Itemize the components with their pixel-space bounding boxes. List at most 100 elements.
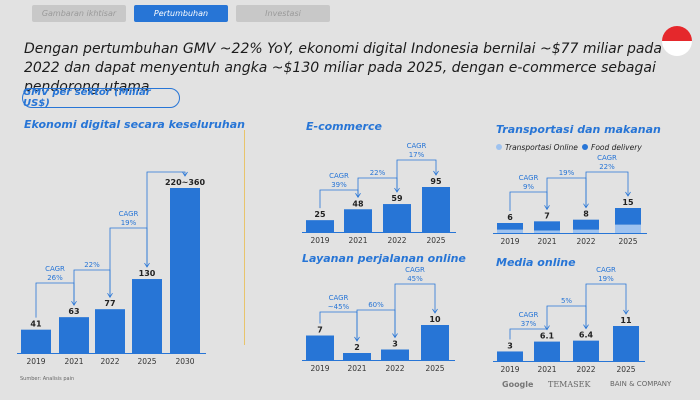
chart2-cagr-arrow-2 [433, 170, 439, 176]
chart3-cagr-label-1: 19% [559, 169, 575, 177]
chart2-title: E-commerce [306, 120, 382, 133]
headline: Dengan pertumbuhan GMV ~22% YoY, ekonomi… [24, 41, 662, 95]
chart1-cagr-arrow-1 [107, 292, 113, 298]
chart3-bar-food-delivery-2025 [615, 208, 641, 225]
chart1-title: Ekonomi digital secara keseluruhan [24, 118, 245, 131]
source-note: Sumber: Analisis pain [20, 376, 75, 382]
chart4-value-label-2022: 3 [392, 340, 398, 349]
chart4-value-label-2025: 10 [429, 315, 441, 324]
chart2-tick-2022: 2022 [387, 236, 406, 245]
chart4-cagr-value-2: 45% [407, 275, 423, 283]
chart1-value-label-2025: 130 [139, 269, 156, 278]
chart1-tick-2022: 2022 [100, 357, 119, 366]
chart3-cagr-label-2: CAGR [597, 154, 617, 162]
chart1-cagr-bracket-3 [146, 171, 186, 268]
chart2-bar-2019 [306, 220, 334, 232]
indonesia-flag-icon [662, 26, 692, 56]
chart1-tick-2030: 2030 [175, 357, 194, 366]
chart1-cagr-value-0: 26% [47, 274, 63, 282]
chart5-tick-2021: 2021 [537, 365, 556, 374]
chart4-tick-2025: 2025 [425, 364, 444, 373]
chart5-bar-2021 [534, 341, 560, 361]
chart1-cagr-label-2: CAGR [119, 210, 139, 218]
chart1-value-label-2019: 41 [30, 320, 42, 329]
chart4-bar-2022 [381, 349, 409, 360]
chart4-cagr-label-2: CAGR [405, 266, 425, 274]
chart3-cagr-arrow-1 [583, 203, 589, 209]
chart3-value-label-2022: 8 [583, 210, 589, 219]
chart3-cagr-value-2: 22% [599, 163, 615, 171]
chart4-cagr-label-1: 60% [368, 301, 384, 309]
chart2-cagr-value-2: 17% [409, 151, 425, 159]
chart4-tick-2022: 2022 [385, 364, 404, 373]
chart4-cagr-bracket-2 [394, 283, 436, 338]
chart2-tick-2019: 2019 [310, 236, 329, 245]
chart3-tick-2022: 2022 [576, 237, 595, 246]
chart1-bar-2021 [59, 317, 89, 353]
chart5-cagr-label-0: CAGR [519, 311, 539, 319]
chart2-tick-2021: 2021 [348, 236, 367, 245]
bain-logo: BAIN & COMPANY [610, 380, 672, 388]
chart3-value-label-2025: 15 [622, 198, 634, 207]
chart4-tick-2019: 2019 [310, 364, 329, 373]
chart2-value-label-2022: 59 [391, 194, 403, 203]
temasek-logo: TEMASEK [548, 380, 591, 389]
chart3-tick-2025: 2025 [618, 237, 637, 246]
chart5-cagr-label-2: CAGR [596, 266, 616, 274]
chart3-legend-marker-1 [582, 144, 588, 150]
chart3-legend-label-1: Food delivery [591, 143, 642, 152]
chart4-cagr-label-0: CAGR [329, 294, 349, 302]
divider [244, 130, 245, 345]
chart5-cagr-label-1: 5% [561, 297, 572, 305]
chart2-tick-2025: 2025 [426, 236, 445, 245]
chart2-value-label-2019: 25 [314, 210, 326, 219]
chart5-cagr-value-2: 19% [598, 275, 614, 283]
chart4-tick-2021: 2021 [347, 364, 366, 373]
chart5-bar-2019 [497, 351, 523, 361]
chart2-cagr-label-0: CAGR [329, 172, 349, 180]
chart1-tick-2019: 2019 [26, 357, 45, 366]
chart4-cagr-value-0: ~45% [328, 303, 350, 311]
chart5-bar-2025 [613, 326, 639, 361]
chart3-bar-food-delivery-2022 [573, 219, 599, 230]
chart3-cagr-bracket-1 [546, 177, 587, 210]
chart5-tick-2022: 2022 [576, 365, 595, 374]
chart2-cagr-bracket-2 [396, 159, 437, 193]
chart2-value-label-2021: 48 [352, 199, 364, 208]
chart3-bar-food-delivery-2019 [497, 223, 523, 230]
chart5-tick-2019: 2019 [500, 365, 519, 374]
chart3-bar-transportasi-online-2019 [497, 229, 523, 233]
chart2-cagr-arrow-1 [394, 187, 400, 193]
chart2-cagr-label-1: 22% [370, 169, 386, 177]
chart2-cagr-label-2: CAGR [407, 142, 427, 150]
chart1-cagr-value-2: 19% [121, 219, 137, 227]
chart1-bar-2030 [170, 188, 200, 353]
chart4-bar-2021 [343, 353, 371, 360]
chart4-bar-2025 [421, 325, 449, 360]
chart3-cagr-label-0: CAGR [519, 174, 539, 182]
chart3-cagr-bracket-0 [509, 191, 548, 211]
chart2-bar-2025 [422, 187, 450, 232]
chart1-bar-2019 [21, 329, 51, 353]
tab-investment[interactable]: Investasi [236, 5, 330, 22]
chart3-tick-2019: 2019 [500, 237, 519, 246]
chart3-bar-transportasi-online-2021 [534, 230, 560, 233]
chart3-legend-label-0: Transportasi Online [505, 143, 578, 152]
tab-bar: Gambaran ikhtisar Pertumbuhan Investasi [32, 5, 330, 22]
chart5-value-label-2019: 3 [507, 341, 513, 350]
chart5-cagr-arrow-0 [544, 325, 550, 331]
chart4-value-label-2021: 2 [354, 343, 360, 352]
chart4-cagr-arrow-2 [432, 308, 438, 314]
tab-growth[interactable]: Pertumbuhan [134, 5, 228, 22]
chart3-cagr-arrow-2 [625, 191, 631, 197]
chart2-bar-2021 [344, 209, 372, 232]
chart2-value-label-2025: 95 [430, 177, 442, 186]
tab-overview[interactable]: Gambaran ikhtisar [32, 5, 126, 22]
chart1-value-label-2030: 220~360 [165, 178, 206, 187]
chart2-bar-2022 [383, 204, 411, 232]
chart5-cagr-value-0: 37% [521, 320, 537, 328]
chart3-bar-food-delivery-2021 [534, 221, 560, 231]
chart5-cagr-bracket-1 [546, 305, 587, 330]
chart3-tick-2021: 2021 [537, 237, 556, 246]
